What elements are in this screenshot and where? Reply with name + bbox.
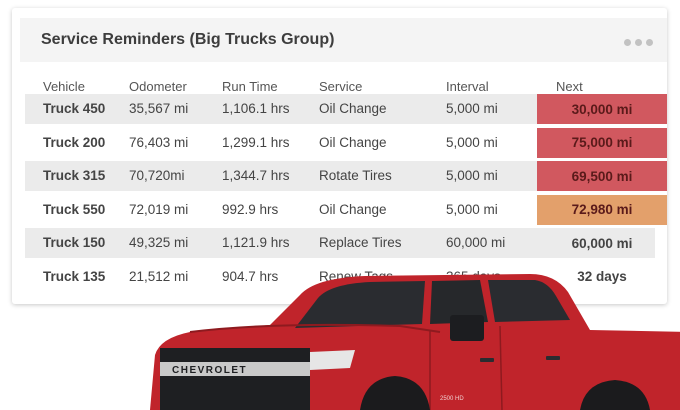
odometer-cell: 35,567 mi	[129, 101, 189, 116]
table-row[interactable]: Truck 450 35,567 mi 1,106.1 hrs Oil Chan…	[25, 94, 667, 124]
next-due-badge: 72,980 mi	[537, 194, 667, 225]
column-header-interval[interactable]: Interval	[446, 79, 489, 94]
column-header-odometer[interactable]: Odometer	[129, 79, 187, 94]
vehicle-cell: Truck 135	[43, 268, 106, 284]
vehicle-cell: Truck 315	[43, 168, 106, 183]
service-cell: Oil Change	[319, 134, 387, 150]
service-cell: Rotate Tires	[319, 168, 392, 183]
more-options-icon[interactable]	[624, 39, 653, 46]
table-row[interactable]: Truck 315 70,720mi 1,344.7 hrs Rotate Ti…	[25, 161, 667, 191]
table-row[interactable]: Truck 150 49,325 mi 1,121.9 hrs Replace …	[25, 228, 655, 258]
next-due-badge: 60,000 mi	[571, 235, 633, 251]
run-time-cell: 992.9 hrs	[222, 201, 279, 217]
table-row[interactable]: Truck 200 76,403 mi 1,299.1 hrs Oil Chan…	[25, 127, 667, 158]
panel-header: Service Reminders (Big Trucks Group)	[20, 18, 667, 62]
service-cell: Oil Change	[319, 201, 387, 217]
next-due-badge: 32 days	[577, 269, 627, 284]
brand-text: CHEVROLET	[172, 365, 247, 376]
run-time-cell: 904.7 hrs	[222, 268, 279, 284]
run-time-cell: 1,106.1 hrs	[222, 101, 290, 116]
model-badge: 2500 HD	[440, 396, 464, 402]
table-row[interactable]: Truck 550 72,019 mi 992.9 hrs Oil Change…	[25, 194, 667, 225]
panel-title: Service Reminders (Big Trucks Group)	[41, 31, 335, 48]
interval-cell: 5,000 mi	[446, 134, 498, 150]
interval-cell: 5,000 mi	[446, 101, 498, 116]
run-time-cell: 1,299.1 hrs	[222, 134, 290, 150]
run-time-cell: 1,344.7 hrs	[222, 168, 290, 183]
vehicle-cell: Truck 450	[43, 101, 106, 116]
vehicle-cell: Truck 550	[43, 201, 106, 217]
odometer-cell: 76,403 mi	[129, 134, 189, 150]
service-reminders-panel: Service Reminders (Big Trucks Group) Veh…	[12, 8, 667, 304]
service-cell: Replace Tires	[319, 235, 402, 250]
column-header-next[interactable]: Next	[556, 79, 583, 94]
odometer-cell: 21,512 mi	[129, 268, 189, 284]
odometer-cell: 72,019 mi	[129, 201, 189, 217]
next-due-badge: 30,000 mi	[537, 94, 667, 124]
service-cell: Oil Change	[319, 101, 387, 116]
column-header-run-time[interactable]: Run Time	[222, 79, 278, 94]
run-time-cell: 1,121.9 hrs	[222, 235, 290, 250]
next-due-badge: 75,000 mi	[537, 127, 667, 158]
interval-cell: 60,000 mi	[446, 235, 506, 250]
next-due-badge: 69,500 mi	[537, 161, 667, 191]
vehicle-cell: Truck 150	[43, 235, 106, 250]
column-header-service[interactable]: Service	[319, 79, 363, 94]
vehicle-cell: Truck 200	[43, 134, 106, 150]
odometer-cell: 49,325 mi	[129, 235, 189, 250]
pickup-truck-image: CHEVROLET 2500 HD	[150, 274, 680, 410]
interval-cell: 5,000 mi	[446, 201, 498, 217]
interval-cell: 5,000 mi	[446, 168, 498, 183]
odometer-cell: 70,720mi	[129, 168, 185, 183]
column-header-vehicle[interactable]: Vehicle	[43, 79, 85, 94]
